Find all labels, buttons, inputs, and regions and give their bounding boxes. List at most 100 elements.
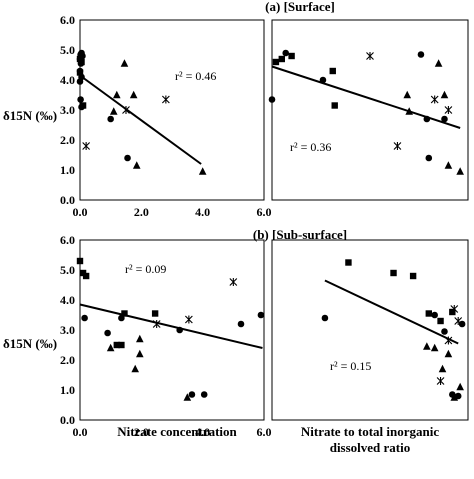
y-tick-label: 6.0: [60, 13, 75, 27]
data-point-star: [122, 106, 130, 114]
y-tick-label: 6.0: [60, 233, 75, 247]
data-point-triangle: [106, 343, 115, 352]
y-axis-label-top: δ15N (‰): [3, 108, 57, 123]
panel-3: 0.0 1.0 2.0 3.0 4.0 5.0 6.0 0.0 2.0 4.0 6.0 r² = 0.…: [60, 233, 272, 439]
y-tick-label: 0.0: [60, 413, 75, 427]
data-point-square: [345, 259, 352, 266]
data-point-triangle: [434, 59, 443, 67]
y-tick-label: 2.0: [60, 133, 75, 147]
data-point-star: [444, 106, 453, 114]
y-tick-label: 5.0: [60, 263, 75, 277]
data-point-triangle: [198, 167, 207, 175]
data-point-triangle: [405, 107, 413, 115]
data-point-square: [329, 67, 336, 75]
data-point-circle: [441, 115, 448, 123]
data-point-triangle: [444, 349, 453, 358]
x-tick-label: 0.0: [73, 205, 88, 219]
x-tick-label: 2.0: [134, 425, 149, 439]
data-point-square: [82, 272, 90, 280]
data-point-square: [390, 269, 397, 277]
r-squared-label: r² = 0.36: [290, 140, 331, 154]
data-point-triangle: [129, 90, 138, 99]
x-axis-label-line: dissolved ratio: [330, 440, 411, 455]
data-point-star: [184, 315, 193, 324]
y-tick-label: 4.0: [60, 73, 75, 87]
trend-line: [324, 279, 459, 345]
x-tick-label: 6.0: [257, 205, 272, 219]
data-point-star: [161, 95, 170, 104]
data-point-triangle: [113, 90, 121, 99]
data-point-circle: [81, 314, 88, 322]
data-point-star: [393, 142, 402, 150]
data-point-triangle: [132, 161, 141, 169]
data-point-square: [121, 310, 128, 317]
data-point-circle: [188, 391, 196, 398]
data-point-triangle: [131, 364, 139, 373]
data-point-star: [229, 278, 238, 286]
data-point-triangle: [456, 167, 464, 175]
plot-frame: [79, 239, 265, 421]
data-point-square: [425, 310, 432, 317]
panel-b-title: (b) [Sub-surface]: [253, 227, 347, 242]
data-point-circle: [104, 329, 111, 337]
data-point-triangle: [430, 343, 439, 352]
data-point-circle: [268, 96, 276, 103]
x-tick-label: 4.0: [195, 425, 210, 439]
data-point-circle: [454, 392, 462, 400]
data-point-circle: [257, 311, 265, 319]
plot-frame: [271, 19, 469, 201]
data-point-star: [152, 320, 161, 328]
y-tick-label: 3.0: [60, 103, 75, 117]
data-point-circle: [107, 115, 114, 123]
r-squared-label: r² = 0.46: [175, 69, 216, 83]
panel-2: r² = 0.36: [268, 19, 469, 201]
data-point-square: [437, 317, 444, 325]
data-point-star: [366, 52, 374, 60]
y-tick-label: 0.0: [60, 193, 75, 207]
y-tick-label: 3.0: [60, 323, 75, 337]
data-point-star: [82, 142, 91, 150]
x-axis-label-line: Nitrate to total inorganic: [301, 424, 440, 439]
y-tick-label: 4.0: [60, 293, 75, 307]
data-point-triangle: [440, 90, 449, 99]
x-axis-label-left: Nitrate concentration: [117, 424, 237, 439]
data-point-triangle: [403, 90, 412, 99]
y-tick-label: 1.0: [60, 383, 75, 397]
data-point-circle: [417, 51, 425, 58]
data-point-circle: [441, 328, 448, 335]
x-tick-label: 6.0: [257, 425, 272, 439]
data-point-triangle: [438, 364, 447, 373]
plot-frame: [271, 239, 469, 421]
data-point-square: [449, 308, 456, 316]
x-tick-label: 0.0: [73, 425, 88, 439]
data-point-circle: [425, 154, 433, 162]
data-point-square: [288, 52, 295, 60]
data-point-star: [430, 95, 439, 104]
x-tick-label: 4.0: [195, 205, 210, 219]
data-point-triangle: [136, 349, 144, 358]
data-point-triangle: [456, 382, 464, 391]
data-point-square: [79, 102, 87, 109]
data-point-star: [450, 305, 459, 313]
data-point-circle: [431, 311, 438, 319]
data-point-square: [151, 310, 159, 317]
data-point-square: [76, 257, 84, 265]
y-tick-label: 5.0: [60, 43, 75, 57]
data-point-square: [78, 58, 85, 66]
trend-line: [79, 303, 263, 349]
data-point-triangle: [183, 393, 192, 401]
data-point-triangle: [136, 334, 144, 343]
data-point-star: [454, 317, 463, 325]
data-point-triangle: [450, 393, 459, 401]
data-point-circle: [237, 320, 245, 328]
data-point-triangle: [120, 59, 129, 67]
trend-line: [79, 74, 202, 165]
y-tick-label: 1.0: [60, 163, 75, 177]
data-point-square: [113, 341, 120, 349]
panel-4: r² = 0.15 Nitrate to total inorganicdisso…: [271, 239, 469, 455]
data-point-star: [436, 377, 445, 385]
data-point-circle: [458, 320, 466, 328]
data-point-square: [272, 58, 280, 66]
y-tick-label: 2.0: [60, 353, 75, 367]
data-point-circle: [76, 78, 84, 85]
